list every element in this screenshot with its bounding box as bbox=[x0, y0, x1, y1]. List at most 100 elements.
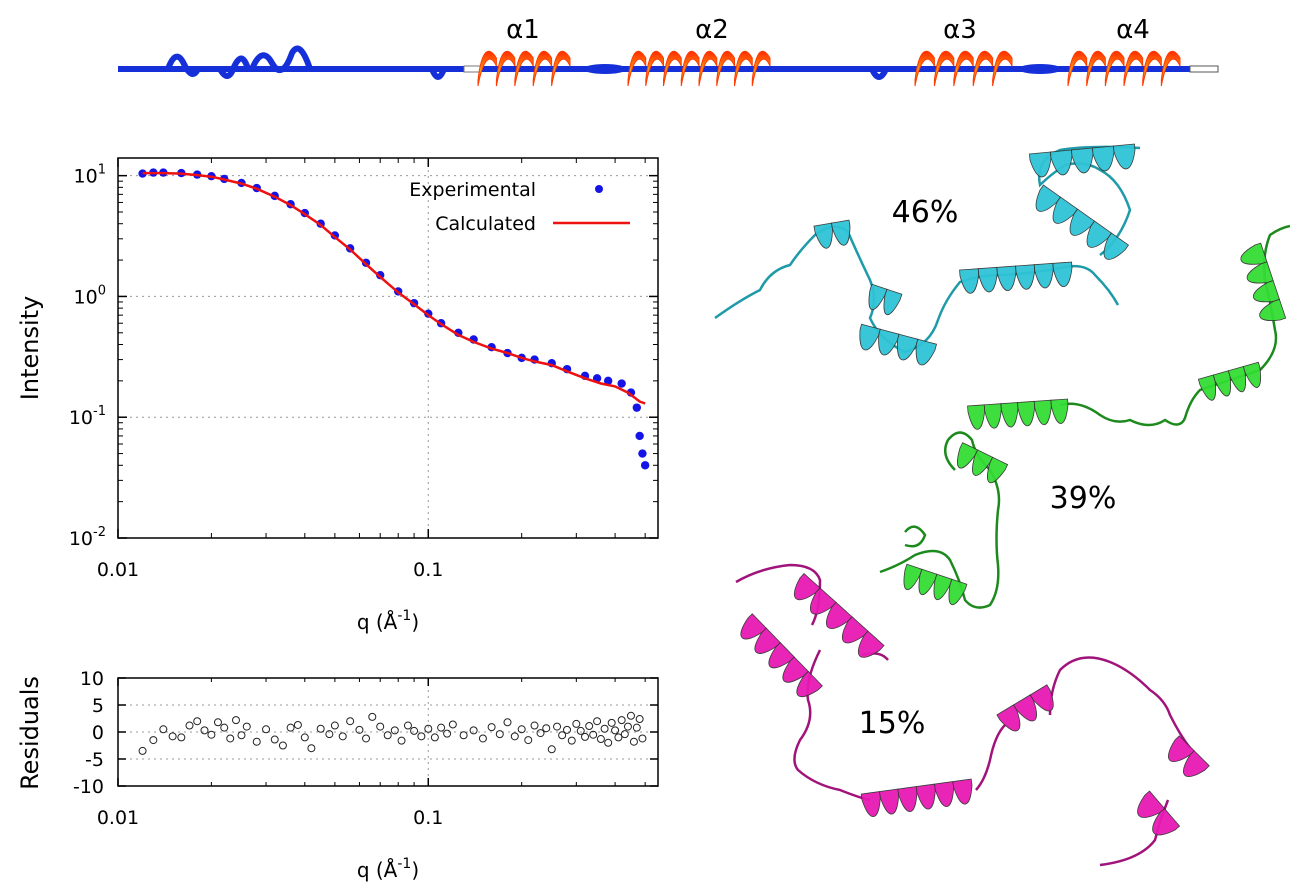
residual-point bbox=[503, 718, 512, 727]
residual-point bbox=[547, 745, 556, 754]
residual-point bbox=[542, 724, 551, 733]
ensemble-structures: 46% 39% 15% bbox=[714, 143, 1290, 867]
y-tick-label: -5 bbox=[85, 749, 104, 771]
helix-turn-green bbox=[1197, 374, 1216, 401]
y-tick-label: -10 bbox=[73, 776, 104, 798]
residual-point bbox=[368, 712, 377, 721]
residual-point bbox=[383, 731, 392, 740]
helix-turn-green bbox=[987, 456, 1009, 483]
residual-point bbox=[237, 731, 246, 740]
population-green: 39% bbox=[1050, 481, 1117, 516]
residual-point bbox=[585, 722, 594, 731]
residual-point bbox=[397, 736, 406, 745]
residual-point bbox=[242, 722, 251, 731]
residual-point bbox=[563, 725, 572, 734]
residual-point bbox=[517, 725, 526, 734]
residual-point bbox=[168, 732, 177, 741]
residual-point bbox=[390, 726, 399, 735]
residual-point bbox=[495, 730, 504, 739]
helix-turn-cyan bbox=[996, 265, 1017, 292]
residual-point bbox=[252, 737, 261, 746]
residual-point bbox=[443, 729, 452, 738]
residual-point bbox=[262, 725, 271, 734]
residual-point bbox=[200, 726, 209, 735]
residual-point bbox=[576, 726, 585, 735]
helix-1-turn bbox=[551, 50, 571, 87]
residual-point bbox=[355, 725, 364, 734]
helix-1-turn bbox=[495, 50, 516, 87]
experimental-point bbox=[603, 376, 613, 386]
coil bbox=[714, 225, 1120, 354]
helix-4-turn bbox=[1104, 50, 1125, 87]
residuals-plot: -10 -5 0 5 10 0.01 0.1 Residuals q (Å-1) bbox=[16, 668, 659, 882]
residual-point bbox=[604, 738, 613, 747]
helix-2-turn bbox=[751, 50, 771, 87]
intensity-x-label: q (Å-1) bbox=[357, 608, 419, 634]
helix-2-turn bbox=[716, 50, 735, 87]
helix-1-turn bbox=[532, 50, 553, 87]
helix-turn-cyan bbox=[813, 222, 833, 249]
population-magenta: 15% bbox=[859, 706, 926, 741]
residual-point bbox=[293, 720, 302, 729]
helix-turn-magenta bbox=[934, 781, 955, 807]
y-tick-label: 0 bbox=[92, 722, 104, 744]
helix-turn-magenta bbox=[897, 786, 918, 812]
residual-point bbox=[593, 717, 602, 726]
residual-point bbox=[510, 732, 519, 741]
helix-3-turn bbox=[992, 50, 1013, 87]
residual-point bbox=[325, 730, 334, 739]
secondary-structure-topology: α1 α2 α3 α4 bbox=[118, 15, 1219, 87]
legend-marker-experimental bbox=[595, 185, 603, 193]
residual-point bbox=[617, 716, 626, 725]
residual-point bbox=[430, 733, 439, 742]
helix-turn-cyan bbox=[831, 219, 851, 246]
residual-point bbox=[376, 722, 385, 731]
helix-turn-cyan bbox=[1033, 262, 1054, 289]
helix-turn-cyan bbox=[859, 323, 881, 351]
residual-point bbox=[530, 721, 539, 730]
helix-2-turn bbox=[698, 50, 718, 87]
residual-point bbox=[600, 724, 609, 733]
x-tick-label: 0.1 bbox=[413, 807, 443, 829]
residual-point bbox=[607, 718, 616, 727]
helix-turn-cyan bbox=[897, 333, 919, 361]
residual-point bbox=[346, 717, 355, 726]
helix-2-turn bbox=[663, 50, 682, 87]
helix-turn-green bbox=[1050, 398, 1069, 424]
residual-point bbox=[403, 721, 412, 730]
residual-point bbox=[635, 715, 644, 724]
helix-turn-green bbox=[1246, 261, 1274, 284]
helix-turn-green bbox=[1259, 298, 1287, 321]
helix-turn-cyan bbox=[915, 338, 938, 366]
coil bbox=[904, 525, 927, 548]
experimental-point bbox=[640, 461, 650, 470]
helix-turn-green bbox=[948, 578, 968, 605]
helix-turn-magenta bbox=[915, 783, 936, 810]
helix-turn-cyan bbox=[959, 268, 980, 294]
residual-point bbox=[623, 722, 632, 731]
backbone-turn bbox=[165, 53, 201, 77]
residual-point bbox=[553, 722, 562, 731]
helix-turn-green bbox=[1242, 361, 1261, 388]
helix-turn-cyan bbox=[878, 328, 900, 356]
experimental-point bbox=[138, 169, 147, 178]
helix-turn-green bbox=[1253, 280, 1280, 303]
helix-turn-magenta bbox=[858, 630, 885, 658]
residual-point bbox=[330, 721, 339, 730]
helix-4-turn bbox=[1160, 50, 1181, 87]
residuals-x-label: q (Å-1) bbox=[357, 856, 419, 882]
helix-turn-cyan bbox=[1028, 151, 1052, 178]
residual-point bbox=[213, 718, 222, 727]
helix-2-turn bbox=[645, 50, 664, 87]
backbone-turn bbox=[869, 67, 889, 80]
coil bbox=[975, 724, 1006, 791]
residual-point bbox=[581, 732, 590, 741]
residual-point bbox=[567, 736, 576, 745]
residual-point bbox=[220, 723, 229, 732]
residual-point bbox=[614, 733, 623, 742]
residual-point bbox=[448, 720, 457, 729]
coil bbox=[1048, 656, 1191, 749]
conformer-cyan bbox=[714, 145, 1141, 354]
intensity-plot-frame bbox=[117, 157, 659, 539]
